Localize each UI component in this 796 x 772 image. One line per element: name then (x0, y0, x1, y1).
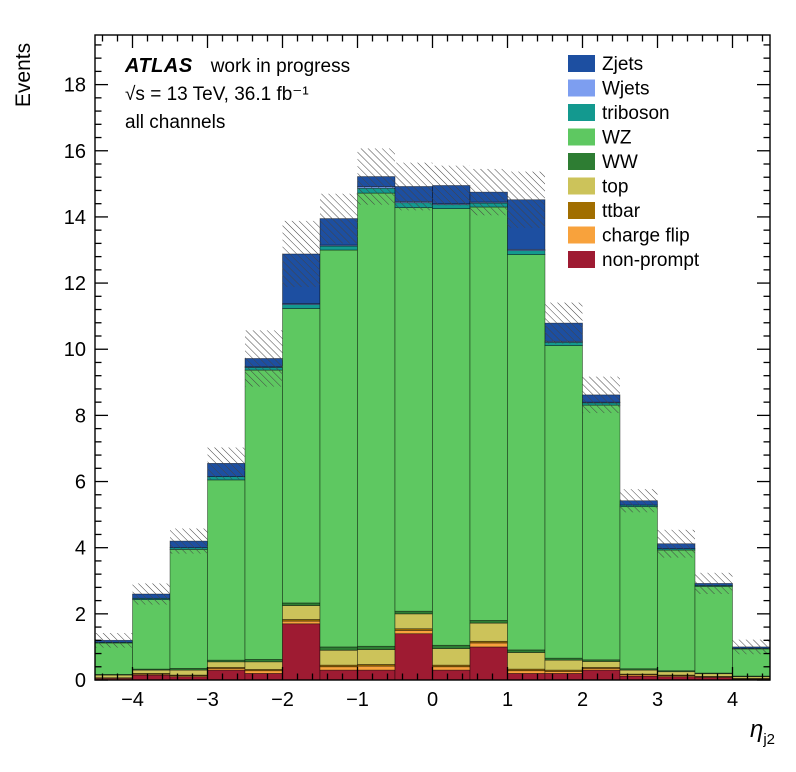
x-tick-label: 3 (652, 689, 663, 711)
legend-label: ttbar (602, 201, 641, 222)
legend-label: non-prompt (602, 250, 700, 271)
legend-label: WW (602, 152, 638, 173)
y-tick-label: 10 (64, 339, 86, 361)
uncertainty-band-layer (95, 148, 770, 655)
y-tick-label: 12 (64, 273, 86, 295)
x-tick-label: 0 (427, 689, 438, 711)
y-tick-label: 18 (64, 75, 86, 97)
x-tick-label: −3 (196, 689, 219, 711)
legend: Zjets Wjets triboson WZ WW top ttbar charge fli… (568, 54, 700, 271)
y-tick-label: 14 (64, 207, 86, 229)
legend-label: Zjets (602, 54, 643, 75)
y-tick-label: 16 (64, 141, 86, 163)
x-axis-title: ηj2 (750, 716, 775, 748)
x-tick-label: 1 (502, 689, 513, 711)
x-tick-label: −1 (346, 689, 369, 711)
legend-swatch (568, 153, 595, 170)
y-tick-label: 4 (75, 538, 86, 560)
legend-swatch (568, 177, 595, 195)
legend-swatch (568, 226, 595, 244)
legend-swatch (568, 55, 595, 72)
legend-swatch (568, 251, 595, 268)
legend-swatch (568, 79, 595, 97)
y-tick-label: 6 (75, 472, 86, 494)
legend-swatch (568, 202, 595, 219)
y-tick-label: 2 (75, 604, 86, 626)
x-tick-label: −2 (271, 689, 294, 711)
legend-label: top (602, 177, 628, 198)
legend-swatch (568, 128, 595, 146)
x-tick-label: 4 (727, 689, 738, 711)
legend-label: triboson (602, 103, 670, 124)
legend-label: charge flip (602, 226, 690, 247)
x-tick-label: 2 (577, 689, 588, 711)
stacked-bars-layer (94, 176, 771, 681)
y-tick-label: 8 (75, 405, 86, 427)
y-axis-title: Events (12, 43, 35, 107)
legend-label: Wjets (602, 79, 650, 100)
y-tick-label: 0 (75, 670, 86, 692)
x-tick-label: −4 (121, 689, 144, 711)
legend-swatch (568, 104, 595, 121)
legend-label: WZ (602, 128, 632, 149)
